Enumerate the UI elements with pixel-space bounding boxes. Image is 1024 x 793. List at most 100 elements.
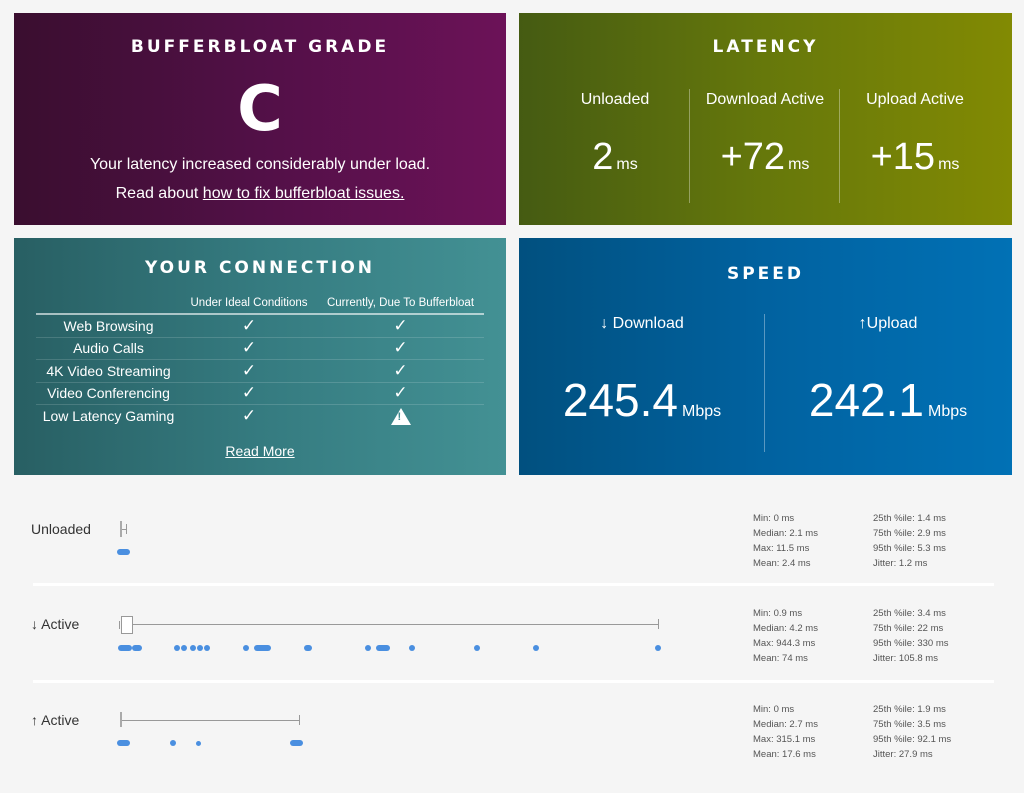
row-name: Low Latency Gaming [42, 408, 175, 425]
table-row: Web Browsing ✓ ✓ [36, 315, 484, 338]
latency-upload-active: Upload Active +15 ms [840, 88, 990, 202]
row-name: Video Conferencing [47, 385, 170, 402]
check-icon: ✓ [241, 315, 257, 335]
latency-sample-dot [170, 740, 176, 746]
fix-bufferbloat-link[interactable]: how to fix bufferbloat issues. [202, 185, 405, 202]
latency-sample-dot [365, 645, 371, 651]
table-row: Audio Calls ✓ ✓ [36, 338, 484, 360]
check-icon: ✓ [241, 360, 257, 380]
latency-sample-dot [181, 645, 187, 651]
table-row: Low Latency Gaming ✓ ! [36, 405, 484, 428]
stats-right: 25th %ile: 3.4 ms 75th %ile: 22 ms 95th … [873, 608, 949, 664]
latency-unloaded-value: 2 [592, 136, 614, 178]
stats-right: 25th %ile: 1.4 ms 75th %ile: 2.9 ms 95th… [873, 513, 946, 569]
latency-upload-unit: ms [938, 156, 960, 173]
latency-detail-upload-active: ↑ Active Min: 0 ms Median: 2.7 ms Max: 3… [0, 692, 1024, 772]
speed-card: SPEED ↓ Download 245.4 Mbps ↑Upload 242.1… [519, 238, 1012, 475]
stats-left: Min: 0.9 ms Median: 4.2 ms Max: 944.3 ms… [753, 608, 818, 664]
grade-read-about: Read about how to fix bufferbloat issues… [14, 185, 506, 203]
boxplot-cap [119, 621, 120, 629]
latency-title: LATENCY [712, 37, 819, 57]
stats-left: Min: 0 ms Median: 2.1 ms Max: 11.5 ms Me… [753, 513, 818, 569]
latency-sample-dot [254, 645, 271, 651]
grade-letter: C [237, 72, 283, 145]
latency-unloaded-label: Unloaded [580, 91, 650, 108]
connection-card: YOUR CONNECTION Under Ideal Conditions C… [14, 238, 506, 475]
row-separator [33, 680, 994, 683]
download-arrow-icon: ↓ [600, 315, 609, 332]
boxplot-box [121, 616, 133, 634]
download-value: 245.4 [562, 374, 678, 426]
latency-detail-unloaded: Unloaded Min: 0 ms Median: 2.1 ms Max: 1… [0, 500, 1024, 580]
table-row: Video Conferencing ✓ ✓ [36, 383, 484, 405]
latency-sample-dot [533, 645, 539, 651]
header-current: Currently, Due To Bufferbloat [326, 297, 475, 309]
row-name: 4K Video Streaming [46, 362, 171, 379]
row-name: Audio Calls [73, 340, 144, 357]
latency-sample-dot [304, 645, 312, 651]
boxplot-cap [126, 524, 127, 534]
latency-sample-dot [117, 740, 130, 746]
upload-arrow-icon: ↑ [858, 315, 867, 332]
stats-left: Min: 0 ms Median: 2.7 ms Max: 315.1 ms M… [753, 704, 818, 760]
row-separator [33, 583, 994, 586]
speed-download: ↓ Download 245.4 Mbps [519, 315, 765, 439]
check-icon: ✓ [393, 383, 408, 403]
table-row: 4K Video Streaming ✓ ✓ [36, 360, 484, 383]
latency-detail-download-active: ↓ Active Min: 0.9 ms Median: 4.2 ms Max:… [0, 595, 1024, 675]
connection-title: YOUR CONNECTION [144, 258, 376, 278]
upload-label: Upload [866, 315, 918, 332]
check-icon: ✓ [241, 338, 257, 358]
grade-description: Your latency increased considerably unde… [89, 156, 431, 173]
latency-download-active: Download Active +72 ms [690, 88, 840, 202]
download-label: Download [612, 315, 684, 332]
check-icon: ✓ [393, 315, 408, 335]
latency-sample-dot [204, 645, 210, 651]
latency-sample-dot [118, 645, 132, 651]
boxplot-cap [658, 619, 659, 629]
check-icon: ✓ [393, 338, 408, 358]
read-about-prefix: Read about [115, 185, 203, 202]
latency-sample-dot [290, 740, 303, 746]
connection-table-header: Under Ideal Conditions Currently, Due To… [36, 293, 484, 315]
boxplot-whisker [122, 720, 300, 721]
latency-divider [839, 89, 840, 203]
boxplot-box [120, 712, 122, 727]
latency-unloaded: Unloaded 2 ms [539, 88, 691, 202]
latency-sample-dot [243, 645, 249, 651]
latency-divider [689, 89, 690, 203]
latency-download-label: Download Active [705, 91, 825, 108]
stats-right: 25th %ile: 1.9 ms 75th %ile: 3.5 ms 95th… [873, 704, 952, 760]
latency-sample-dot [409, 645, 415, 651]
row-label: Unloaded [31, 521, 91, 537]
check-icon: ✓ [241, 383, 257, 403]
boxplot-cap [299, 715, 300, 725]
latency-sample-dot [196, 741, 201, 746]
check-icon: ✓ [241, 406, 257, 426]
latency-sample-dot [117, 549, 130, 555]
latency-sample-dot [376, 645, 390, 651]
boxplot-whisker [133, 624, 659, 625]
header-ideal: Under Ideal Conditions [190, 297, 308, 309]
latency-download-unit: ms [788, 156, 810, 173]
upload-value: 242.1 [808, 374, 924, 426]
latency-card: LATENCY Unloaded 2 ms Download Active +72… [519, 13, 1012, 225]
latency-sample-dot [190, 645, 196, 651]
read-more-link[interactable]: Read More [225, 443, 295, 459]
latency-sample-dot [655, 645, 661, 651]
connection-table: Under Ideal Conditions Currently, Due To… [36, 293, 484, 428]
upload-unit: Mbps [928, 403, 968, 420]
latency-sample-dot [174, 645, 180, 651]
grade-title: BUFFERBLOAT GRADE [130, 37, 390, 57]
latency-sample-dot [132, 645, 142, 651]
speed-divider [764, 314, 765, 452]
warning-icon: ! [390, 408, 411, 426]
boxplot-box [120, 521, 122, 537]
row-label: ↓ Active [31, 616, 80, 632]
latency-download-value: +72 [720, 136, 786, 178]
bufferbloat-grade-card: BUFFERBLOAT GRADE C Your latency increas… [14, 13, 506, 225]
row-label: ↑ Active [31, 712, 80, 728]
latency-upload-value: +15 [870, 136, 936, 178]
latency-sample-dot [474, 645, 480, 651]
boxplot-whisker [122, 529, 126, 530]
